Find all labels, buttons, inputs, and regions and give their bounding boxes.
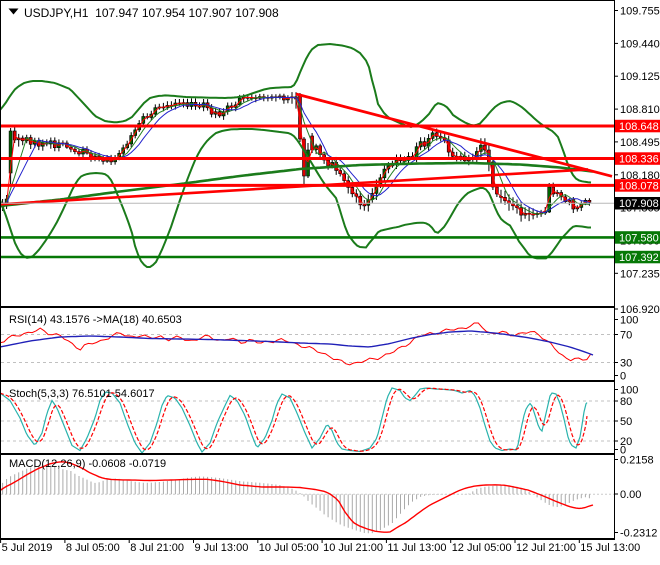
svg-text:11 Jul 13:00: 11 Jul 13:00 — [387, 542, 446, 554]
svg-text:5 Jul 2019: 5 Jul 2019 — [2, 542, 53, 554]
svg-text:MACD(12,26,9) -0.0608 -0.0719: MACD(12,26,9) -0.0608 -0.0719 — [9, 458, 166, 470]
svg-text:50: 50 — [620, 416, 632, 428]
svg-text:USDJPY,H1 107.947 107.954 107: USDJPY,H1 107.947 107.954 107.907 107.90… — [24, 6, 279, 20]
svg-text:0.2158: 0.2158 — [620, 455, 654, 467]
svg-text:100: 100 — [620, 315, 638, 327]
svg-text:108.336: 108.336 — [619, 154, 659, 166]
svg-text:12 Jul 21:00: 12 Jul 21:00 — [516, 542, 576, 554]
svg-text:108.495: 108.495 — [620, 137, 660, 149]
svg-text:9 Jul 13:00: 9 Jul 13:00 — [195, 542, 249, 554]
svg-text:-0.2312: -0.2312 — [620, 528, 657, 540]
svg-text:8 Jul 21:00: 8 Jul 21:00 — [130, 542, 184, 554]
svg-text:109.755: 109.755 — [620, 6, 660, 18]
svg-text:109.125: 109.125 — [620, 71, 660, 83]
svg-text:10 Jul 05:00: 10 Jul 05:00 — [259, 542, 319, 554]
svg-text:0: 0 — [620, 371, 626, 383]
svg-text:108.078: 108.078 — [619, 180, 659, 192]
svg-text:15 Jul 13:00: 15 Jul 13:00 — [580, 542, 640, 554]
svg-text:107.580: 107.580 — [619, 232, 659, 244]
svg-text:100: 100 — [620, 385, 638, 397]
svg-text:10 Jul 21:00: 10 Jul 21:00 — [323, 542, 383, 554]
svg-text:30: 30 — [620, 358, 632, 370]
svg-text:106.920: 106.920 — [620, 304, 660, 316]
svg-text:108.180: 108.180 — [620, 170, 660, 182]
svg-text:8 Jul 05:00: 8 Jul 05:00 — [66, 542, 120, 554]
svg-text:RSI(14) 43.1576 ->MA(18) 40.6: RSI(14) 43.1576 ->MA(18) 40.6503 — [9, 314, 182, 326]
svg-text:108.648: 108.648 — [619, 121, 659, 133]
svg-text:80: 80 — [620, 396, 632, 408]
svg-text:109.440: 109.440 — [620, 38, 660, 50]
svg-text:Stoch(5,3,3) 76.5101 54.6017: Stoch(5,3,3) 76.5101 54.6017 — [9, 388, 155, 400]
svg-text:107.908: 107.908 — [619, 198, 659, 210]
svg-text:108.810: 108.810 — [620, 104, 660, 116]
svg-text:12 Jul 05:00: 12 Jul 05:00 — [452, 542, 512, 554]
svg-text:0.00: 0.00 — [620, 489, 641, 501]
svg-text:107.235: 107.235 — [620, 268, 660, 280]
svg-text:70: 70 — [620, 330, 632, 342]
svg-text:0: 0 — [620, 445, 626, 457]
svg-text:20: 20 — [620, 436, 632, 448]
svg-text:107.392: 107.392 — [619, 252, 659, 264]
